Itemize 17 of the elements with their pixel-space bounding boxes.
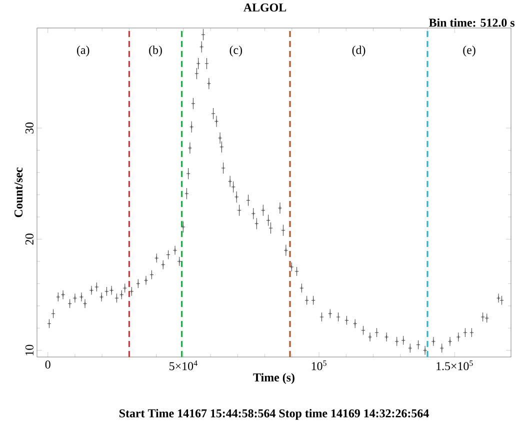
text: Start Time 14167 15:44:58:564 Stop time 14169 14:32:26:564	[120, 408, 429, 420]
y-axis-title: Count/sec	[14, 168, 23, 218]
annotation: (a)	[76, 46, 90, 56]
x-tick-label: 0	[45, 360, 50, 369]
x-tick-label: 10$^{5}$	[312, 360, 326, 370]
chart-title: ALGOL	[244, 4, 286, 12]
y-tick-label: 20	[25, 234, 34, 245]
x-axis-title: Time (s)	[253, 373, 294, 384]
annotation: (d)	[352, 46, 366, 56]
text: Bin time: 512.0 s	[429, 18, 515, 27]
x-tick-label: 5×10$^{4}$	[170, 360, 198, 370]
y-tick-label: 10	[25, 344, 34, 356]
annotation: (b)	[149, 46, 162, 56]
x-tick-label: 1.5×10$^{5}$	[436, 360, 473, 370]
y-tick-label: 30	[25, 122, 34, 134]
annotation: (c)	[230, 46, 242, 56]
annotation: (e)	[463, 46, 476, 56]
